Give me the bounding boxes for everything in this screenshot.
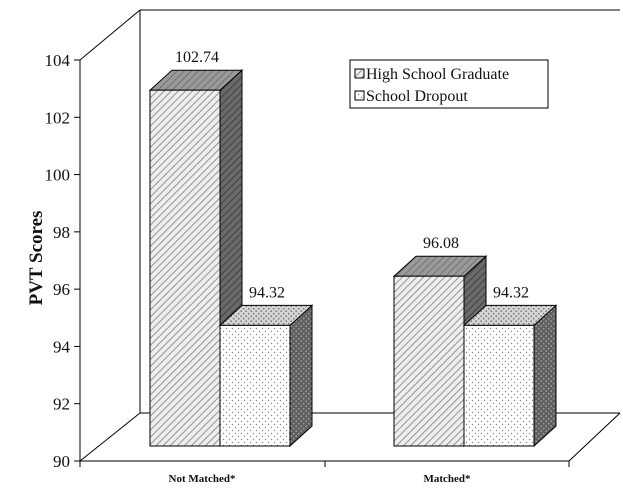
x-axis-ticks: Not Matched* Matched* [79,461,570,485]
x-category-label-not-matched: Not Matched* [169,473,236,485]
data-labels: 102.74 94.32 96.08 94.32 [175,49,529,301]
y-tick-label: 98 [53,223,70,242]
legend-label-school-dropout: School Dropout [366,88,468,105]
bar-school-dropout-not-matched [218,304,314,448]
bar-front-face [393,275,465,447]
floor-right-edge [568,412,621,462]
y-tick-label: 96 [53,280,70,299]
bar-front-face [219,324,291,447]
legend-label-high-school-graduate: High School Graduate [366,66,509,83]
bar-school-dropout-matched [462,304,558,448]
y-tick-label: 90 [53,452,70,471]
bar-series [148,69,558,448]
bar-side-face [533,304,557,448]
legend: High School Graduate School Dropout [349,59,549,109]
legend-box [349,59,549,109]
data-label-high-school-graduate-matched: 96.08 [423,235,459,252]
y-tick-label: 92 [53,395,70,414]
bar-front-face [149,89,221,447]
side-wall-top-edge [79,9,141,61]
legend-swatch-school-dropout [354,90,365,101]
data-label-high-school-graduate-not-matched: 102.74 [175,49,219,66]
y-tick-label: 102 [45,108,71,127]
y-tick-label: 104 [45,51,71,70]
legend-swatch-high-school-graduate [354,68,365,79]
y-axis-ticks: 90 92 94 96 98 100 102 104 [45,51,80,471]
data-label-school-dropout-matched: 94.32 [493,284,529,301]
y-axis-title: PVT Scores [26,211,47,306]
floor-left-edge [79,412,141,462]
y-tick-label: 94 [53,337,71,356]
y-tick-label: 100 [45,166,71,185]
bar-front-face [463,324,535,447]
data-label-school-dropout-not-matched: 94.32 [249,284,285,301]
x-category-label-matched: Matched* [423,473,471,485]
bar-side-face [289,304,313,448]
